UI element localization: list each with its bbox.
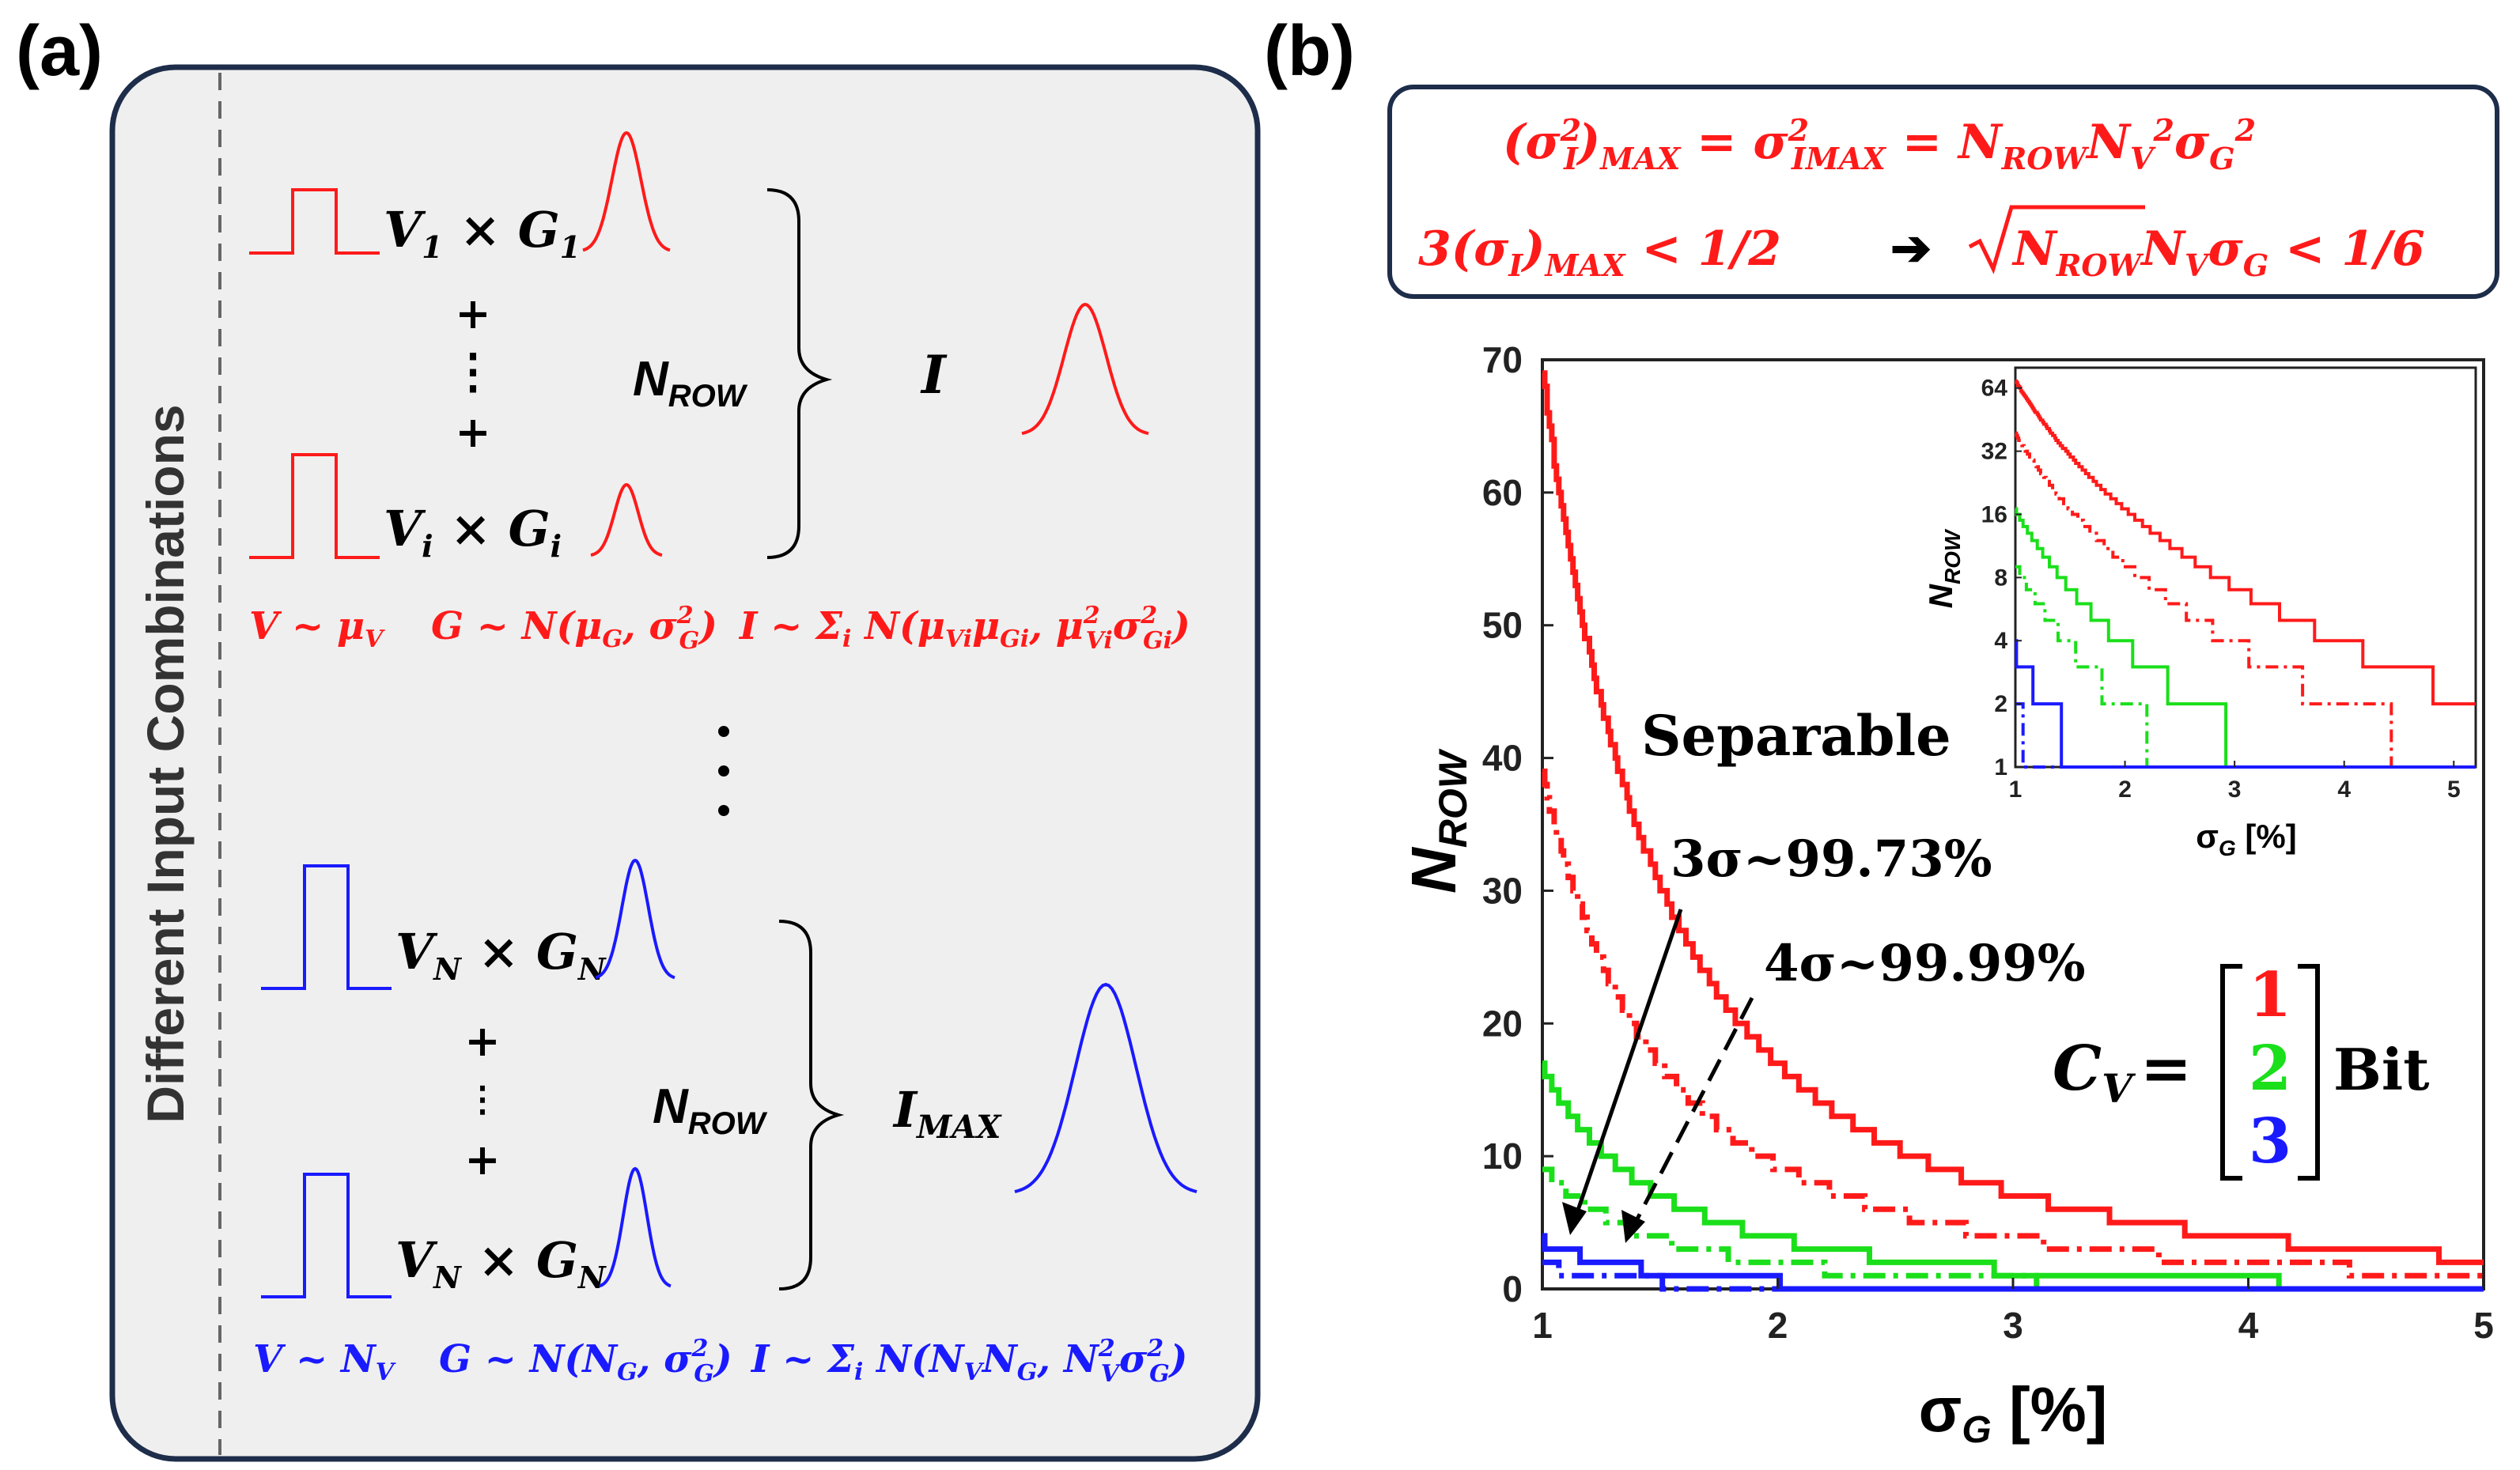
group-red: V1 × G1 + ⋮ + Vi × Gi NROW I V ~ μV G ~ … (249, 130, 1190, 655)
inset-y-tick-label: 64 (1981, 376, 2008, 402)
v1-label: V1 × G1 (384, 201, 581, 265)
dist-vn: V ~ NV (253, 1337, 396, 1386)
output-i: I (920, 344, 948, 406)
series-line-5 (1542, 1233, 2484, 1292)
three-sigma-arrowhead (1562, 1202, 1587, 1235)
x-tick-label: 1 (1532, 1305, 1553, 1346)
vi-label: Vi × Gi (384, 500, 562, 564)
inset-x-tick-label: 3 (2228, 777, 2242, 803)
bit-2: 2 (2249, 1033, 2291, 1105)
dist-imax: I ~ Σi N(NVNG, N2 Vσ2 G) (750, 1335, 1187, 1388)
inset-y-tick-label: 4 (1994, 628, 2007, 654)
four-sigma-arrowhead (1621, 1210, 1645, 1243)
equation-2: 3(σI)MAX < 1/2 (1418, 221, 1781, 283)
y-axis-label: NROW (1398, 748, 1475, 894)
inset-series-line-1 (2015, 380, 2476, 706)
x-tick-label: 3 (2003, 1305, 2023, 1346)
vdots-1: ⋮ (449, 344, 497, 399)
plus-1: + (455, 288, 490, 338)
vn2-label: VN × GN (395, 1231, 607, 1295)
middle-vdots (718, 726, 729, 816)
gauss-gn1 (595, 858, 675, 980)
nrow-label-2: NROW (653, 1079, 768, 1141)
dist-g: G ~ N(μG, σ2 G) (431, 602, 717, 655)
y-tick-label: 20 (1482, 1003, 1523, 1044)
vdots-2: ⋮ (465, 1079, 500, 1120)
annotations: Separable 3σ~99.73% 4σ~99.99% CV = 1 2 3 … (1562, 703, 2429, 1243)
pulse-v1 (249, 188, 380, 255)
y-tick-label: 10 (1482, 1136, 1523, 1177)
plus-2: + (455, 406, 490, 457)
x-tick-label: 2 (1768, 1305, 1788, 1346)
panel-b-label: (b) (1264, 12, 1355, 91)
inset-y-tick-label: 16 (1981, 501, 2007, 527)
cv-label: CV = (2053, 1033, 2192, 1112)
series-line-2 (1542, 768, 2484, 1279)
inset-plot-frame (2014, 366, 2477, 769)
four-sigma-label: 4σ~99.99% (1764, 934, 2086, 993)
series-line-1 (1542, 370, 2484, 1265)
inset-x-tick-label: 5 (2447, 777, 2461, 803)
brace-2 (778, 920, 845, 1291)
side-title: Different Input Combinations (136, 404, 195, 1123)
dist-v: V ~ μV (249, 604, 385, 653)
y-tick-label: 0 (1502, 1268, 1523, 1309)
brace-1 (766, 188, 833, 559)
output-imax: IMAX (892, 1081, 1002, 1146)
pulse-vn1 (261, 864, 392, 990)
gauss-g1 (582, 130, 671, 252)
series-line-6 (1542, 1259, 2484, 1292)
inset-y-tick-label: 1 (1994, 754, 2007, 780)
inset-series-line-4 (2015, 565, 2476, 769)
separable-label: Separable (1641, 703, 1951, 769)
inset-x-tick-label: 2 (2118, 777, 2132, 803)
plus-4: + (464, 1134, 500, 1185)
four-sigma-arrow (1629, 996, 1754, 1231)
bracket-right (2298, 964, 2320, 1181)
bracket-left (2220, 964, 2242, 1181)
y-tick-label: 50 (1482, 605, 1523, 646)
equation-1: (σ2 I)MAX = σ2 IMAX = NROWNV2σG2 (1503, 112, 2256, 176)
y-tick-label: 30 (1482, 870, 1523, 911)
inset-x-label: σG [%] (2196, 818, 2297, 860)
y-tick-label: 40 (1482, 738, 1523, 779)
bit-1: 1 (2249, 959, 2291, 1031)
group-blue: VN × GN + ⋮ + VN × GN NROW IMAX V ~ NV G… (253, 858, 1198, 1388)
inset-y-tick-label: 8 (1994, 565, 2007, 591)
inset-series-line-6 (2015, 702, 2476, 769)
inset-x-tick-label: 1 (2009, 777, 2022, 803)
bit-word: Bit (2333, 1036, 2429, 1103)
equation-2-rhs: NROWNVσG < 1/6 (2011, 221, 2425, 283)
dist-i: I ~ Σi N(μViμGi, μ2 Viσ2 Gi) (738, 602, 1190, 655)
y-tick-label: 70 (1482, 339, 1523, 380)
gauss-gn2 (599, 1166, 672, 1288)
sqrt-symbol (1968, 205, 2145, 274)
gauss-gi (590, 482, 663, 557)
vn1-label: VN × GN (395, 923, 607, 987)
gauss-i (1021, 302, 1149, 436)
equation-box (1387, 85, 2499, 299)
pulse-vn2 (261, 1173, 392, 1298)
plus-3: + (464, 1015, 500, 1066)
x-tick-label: 5 (2473, 1305, 2494, 1346)
gauss-imax (1014, 982, 1198, 1194)
panel-a-label: (a) (16, 12, 103, 91)
y-tick-label: 60 (1482, 472, 1523, 513)
equation-arrow: ➔ (1890, 221, 1932, 276)
inset-y-tick-label: 32 (1981, 439, 2007, 465)
inset-x-tick-label: 4 (2337, 777, 2351, 803)
pulse-vi (249, 453, 380, 559)
three-sigma-label: 3σ~99.73% (1671, 829, 1992, 889)
panel-a-box (109, 64, 1261, 1462)
three-sigma-arrow (1572, 909, 1683, 1222)
dist-gn: G ~ N(NG, σ2 G) (439, 1335, 732, 1388)
inset-y-tick-label: 2 (1994, 691, 2007, 717)
x-tick-label: 4 (2238, 1305, 2259, 1346)
bit-3: 3 (2249, 1105, 2291, 1177)
x-axis-label: σG [%] (1919, 1374, 2108, 1451)
nrow-label-1: NROW (633, 352, 748, 414)
